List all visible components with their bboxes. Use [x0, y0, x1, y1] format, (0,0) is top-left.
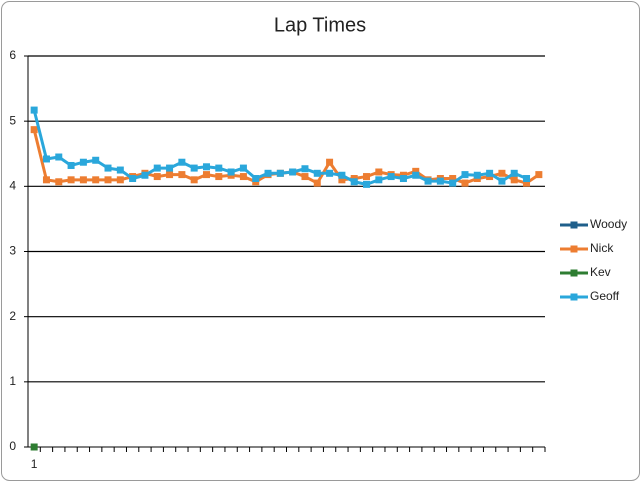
point-marker	[67, 176, 75, 184]
point-marker	[535, 171, 543, 179]
point-marker	[498, 169, 506, 177]
point-marker	[424, 177, 432, 185]
point-marker	[215, 173, 223, 181]
point-marker	[42, 155, 50, 163]
point-marker	[486, 169, 494, 177]
point-marker	[104, 164, 112, 172]
legend-marker	[570, 269, 578, 277]
y-tick-label: 0	[9, 439, 16, 453]
point-marker	[166, 171, 174, 179]
legend-label: Geoff	[590, 289, 620, 303]
point-marker	[79, 176, 87, 184]
point-marker	[363, 173, 371, 181]
point-marker	[153, 173, 161, 181]
point-marker	[473, 171, 481, 179]
point-marker	[523, 175, 531, 183]
point-marker	[523, 179, 531, 187]
legend-marker	[570, 293, 578, 301]
point-marker	[436, 177, 444, 185]
point-marker	[338, 176, 346, 184]
y-tick-label: 5	[9, 113, 16, 127]
point-marker	[178, 158, 186, 166]
point-marker	[264, 169, 272, 177]
point-marker	[129, 175, 137, 183]
point-marker	[104, 176, 112, 184]
point-marker	[338, 171, 346, 179]
legend-marker	[570, 245, 578, 253]
point-marker	[55, 153, 63, 161]
point-marker	[252, 175, 260, 183]
point-marker	[42, 176, 50, 184]
point-marker	[227, 168, 235, 176]
legend-label: Nick	[590, 241, 614, 255]
point-marker	[116, 166, 124, 174]
point-marker	[326, 169, 334, 177]
point-marker	[92, 176, 100, 184]
legend-label: Kev	[590, 265, 611, 279]
point-marker	[79, 158, 87, 166]
point-marker	[313, 169, 321, 177]
point-marker	[350, 178, 358, 186]
point-marker	[190, 176, 198, 184]
point-marker	[289, 168, 297, 176]
point-marker	[92, 156, 100, 164]
point-marker	[461, 179, 469, 187]
point-marker	[215, 164, 223, 172]
chart-title: Lap Times	[274, 14, 366, 36]
point-marker	[510, 176, 518, 184]
point-marker	[449, 175, 457, 183]
point-marker	[313, 179, 321, 187]
point-marker	[202, 163, 210, 171]
y-tick-label: 2	[9, 309, 16, 323]
point-marker	[55, 178, 63, 186]
y-tick-label: 6	[9, 48, 16, 62]
point-marker	[461, 171, 469, 179]
y-tick-label: 4	[9, 179, 16, 193]
point-marker	[399, 175, 407, 183]
point-marker	[498, 177, 506, 185]
point-marker	[375, 168, 383, 176]
y-tick-label: 3	[9, 244, 16, 258]
point-marker	[202, 171, 210, 179]
point-marker	[190, 164, 198, 172]
point-marker	[326, 158, 334, 166]
point-marker	[141, 171, 149, 179]
x-tick-label: 1	[31, 457, 38, 471]
point-marker	[387, 173, 395, 181]
legend-marker	[570, 221, 578, 229]
point-marker	[301, 173, 309, 181]
point-marker	[412, 171, 420, 179]
point-marker	[30, 443, 38, 451]
point-marker	[301, 165, 309, 173]
point-marker	[153, 164, 161, 172]
point-marker	[449, 179, 457, 187]
legend-label: Woody	[590, 217, 627, 231]
point-marker	[30, 126, 38, 134]
point-marker	[67, 161, 75, 169]
point-marker	[30, 106, 38, 114]
point-marker	[178, 171, 186, 179]
point-marker	[412, 167, 420, 175]
point-marker	[239, 164, 247, 172]
point-marker	[510, 169, 518, 177]
point-marker	[116, 176, 124, 184]
y-tick-label: 1	[9, 374, 16, 388]
point-marker	[276, 169, 284, 177]
point-marker	[375, 176, 383, 184]
point-marker	[239, 173, 247, 181]
point-marker	[166, 164, 174, 172]
point-marker	[363, 180, 371, 188]
